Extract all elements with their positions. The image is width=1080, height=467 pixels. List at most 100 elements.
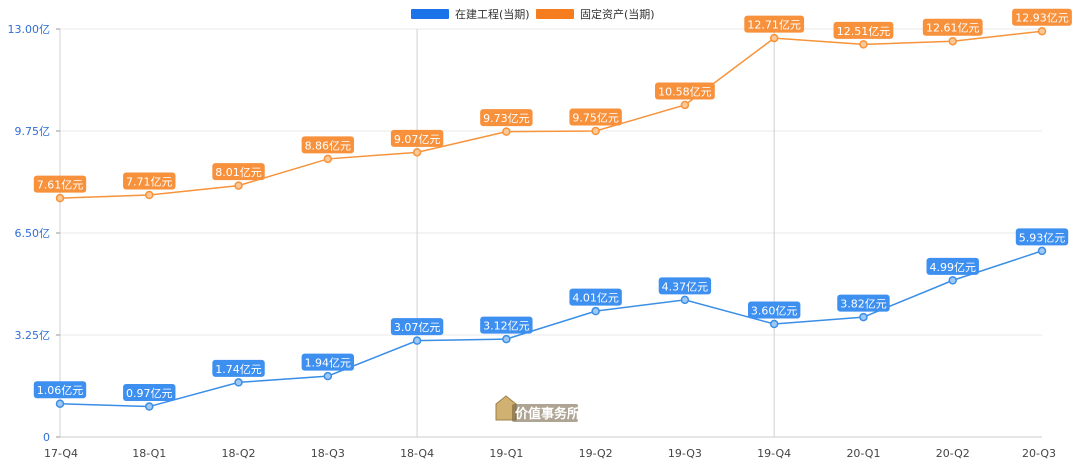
data-label: 4.01亿元	[569, 288, 622, 306]
data-label-text: 5.93亿元	[1019, 231, 1066, 244]
y-tick-label: 0	[43, 431, 50, 444]
data-label-box	[926, 257, 979, 275]
data-label-box	[301, 353, 355, 371]
legend-swatch	[536, 9, 574, 19]
data-label-text: 7.71亿元	[126, 176, 173, 189]
data-label-box	[123, 384, 176, 402]
data-label-text: 3.07亿元	[394, 321, 441, 334]
legend-label: 固定资产(当期)	[580, 7, 655, 21]
x-tick-label: 19-Q1	[489, 447, 523, 460]
data-label-text: 12.61亿元	[926, 22, 980, 35]
data-point[interactable]	[948, 276, 957, 285]
data-point[interactable]	[323, 154, 333, 164]
data-label-text: 3.12亿元	[483, 320, 530, 333]
data-point[interactable]	[55, 399, 65, 408]
data-label-text: 1.94亿元	[305, 357, 352, 370]
data-label: 7.61亿元	[33, 175, 87, 193]
axes: 0 3.25亿 6.50亿 9.75亿 13.00亿 17-Q4 18-Q1 18-Q2 18-…	[8, 23, 1057, 460]
legend[interactable]: 在建工程(当期) 固定资产(当期)	[411, 7, 655, 21]
data-point[interactable]	[145, 190, 154, 200]
data-label: 5.93亿元	[1015, 228, 1069, 246]
grid	[59, 28, 1042, 438]
legend-label: 在建工程(当期)	[455, 7, 530, 21]
data-point[interactable]	[1037, 26, 1047, 36]
data-point[interactable]	[769, 319, 779, 329]
data-point[interactable]	[1037, 246, 1047, 256]
data-label: 9.75亿元	[569, 108, 622, 126]
data-point[interactable]	[502, 127, 511, 136]
legend-item[interactable]: 固定资产(当期)	[536, 7, 655, 21]
data-label: 3.07亿元	[390, 318, 444, 336]
data-label: 10.58亿元	[655, 82, 715, 100]
legend-item[interactable]: 在建工程(当期)	[411, 7, 530, 21]
data-label-box	[212, 163, 265, 181]
data-label: 12.93亿元	[1012, 8, 1072, 26]
x-tick-label: 17-Q4	[44, 447, 78, 460]
data-point[interactable]	[234, 378, 243, 387]
data-label-box	[480, 109, 533, 127]
data-point[interactable]	[859, 312, 868, 322]
data-labels: 1.06亿元 0.97亿元 1.74亿元 1.94亿元 3.07亿元 3.12亿元 4.01…	[33, 8, 1072, 402]
data-label: 0.97亿元	[123, 384, 176, 402]
data-label-text: 9.07亿元	[394, 133, 441, 146]
data-label-text: 12.51亿元	[837, 25, 891, 38]
data-label-text: 7.61亿元	[37, 179, 84, 192]
data-label-text: 8.86亿元	[305, 139, 352, 152]
data-point[interactable]	[859, 40, 868, 49]
watermark-text: 价值事务所	[515, 406, 580, 422]
data-label: 1.74亿元	[212, 359, 265, 377]
data-point[interactable]	[412, 148, 422, 157]
data-label-text: 4.99亿元	[929, 261, 976, 274]
data-label-box	[1012, 8, 1072, 26]
data-label-box	[33, 175, 87, 193]
data-label-text: 4.37亿元	[662, 280, 709, 293]
data-label-text: 8.01亿元	[215, 166, 262, 179]
data-label: 12.51亿元	[833, 21, 894, 39]
data-label-box	[33, 381, 87, 399]
data-point[interactable]	[412, 336, 422, 345]
data-point[interactable]	[55, 193, 65, 203]
data-label-text: 12.71亿元	[747, 19, 801, 32]
data-label-box	[655, 82, 715, 100]
watermark-backdrop	[512, 404, 578, 422]
data-point[interactable]	[234, 181, 243, 190]
data-point[interactable]	[680, 100, 690, 110]
data-label-text: 3.82亿元	[840, 298, 887, 311]
data-label-text: 9.73亿元	[483, 112, 530, 125]
data-label-box	[922, 18, 983, 36]
data-label-box	[569, 108, 622, 126]
data-label: 4.37亿元	[658, 277, 712, 295]
data-point[interactable]	[591, 126, 600, 136]
data-label-box	[837, 294, 890, 312]
x-tick-label: 18-Q3	[311, 447, 345, 460]
data-label: 12.61亿元	[922, 18, 983, 36]
data-point[interactable]	[323, 371, 333, 381]
data-label: 3.82亿元	[837, 294, 890, 312]
y-tick-label: 13.00亿	[8, 23, 51, 36]
data-label-text: 1.06亿元	[37, 384, 84, 397]
x-tick-label: 19-Q4	[757, 447, 791, 460]
data-label-box	[480, 316, 533, 334]
data-label-text: 1.74亿元	[215, 363, 262, 376]
data-label-box	[744, 15, 805, 33]
data-label: 1.94亿元	[301, 353, 355, 371]
x-tick-label: 20-Q1	[846, 447, 880, 460]
data-point[interactable]	[680, 295, 690, 305]
data-point[interactable]	[948, 36, 957, 46]
data-point[interactable]	[769, 33, 779, 43]
x-tick-label: 20-Q3	[1022, 447, 1056, 460]
data-point[interactable]	[591, 306, 600, 316]
data-label: 12.71亿元	[744, 15, 805, 33]
data-label-box	[833, 21, 894, 39]
data-label: 9.73亿元	[480, 109, 533, 127]
data-label-box	[301, 136, 355, 154]
data-label-text: 10.58亿元	[658, 85, 712, 98]
data-label-box	[123, 172, 176, 190]
data-label-box	[658, 277, 712, 295]
y-tick-label: 9.75亿	[15, 125, 51, 138]
data-point[interactable]	[145, 402, 154, 411]
data-label-box	[747, 301, 801, 319]
data-label-text: 4.01亿元	[572, 292, 619, 305]
data-point[interactable]	[502, 334, 511, 344]
